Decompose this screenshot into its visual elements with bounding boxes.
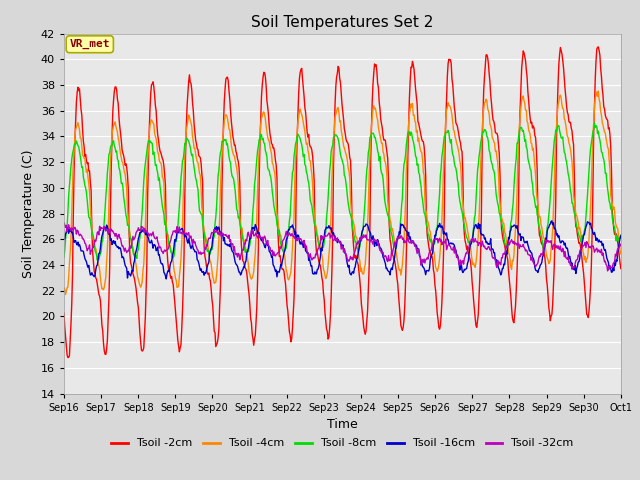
Line: Tsoil -4cm: Tsoil -4cm (64, 91, 621, 295)
Tsoil -2cm (128, 266, 136, 272)
Tsoil -16cm (70, 240, 78, 245)
Tsoil -32cm (604, 268, 611, 274)
Y-axis label: Soil Temperature (C): Soil Temperature (C) (22, 149, 35, 278)
Tsoil -16cm (617, 233, 625, 239)
Tsoil -8cm (128, 243, 136, 249)
Tsoil -16cm (60, 237, 68, 242)
Tsoil -16cm (163, 276, 170, 282)
Tsoil -32cm (214, 229, 221, 235)
Tsoil -16cm (548, 218, 556, 224)
Tsoil -4cm (71, 134, 79, 140)
Tsoil -32cm (426, 248, 434, 254)
Tsoil -4cm (214, 252, 222, 258)
Tsoil -8cm (428, 236, 435, 242)
Tsoil -2cm (64, 355, 72, 360)
Line: Tsoil -2cm: Tsoil -2cm (64, 47, 621, 358)
Tsoil -4cm (411, 118, 419, 124)
Tsoil -2cm (71, 139, 79, 144)
Tsoil -8cm (591, 120, 598, 126)
Tsoil -2cm (214, 335, 222, 340)
Tsoil -8cm (93, 257, 101, 263)
Tsoil -16cm (127, 270, 135, 276)
Tsoil -32cm (617, 241, 625, 247)
X-axis label: Time: Time (327, 418, 358, 431)
Line: Tsoil -16cm: Tsoil -16cm (64, 221, 621, 279)
Tsoil -2cm (411, 76, 419, 82)
Tsoil -2cm (185, 79, 193, 84)
Tsoil -32cm (127, 245, 135, 251)
Text: VR_met: VR_met (70, 39, 110, 49)
Tsoil -8cm (185, 138, 193, 144)
Tsoil -2cm (595, 44, 602, 50)
Tsoil -2cm (428, 254, 435, 260)
Tsoil -8cm (214, 172, 222, 178)
Tsoil -4cm (128, 242, 136, 248)
Tsoil -16cm (214, 225, 222, 230)
Legend: Tsoil -2cm, Tsoil -4cm, Tsoil -8cm, Tsoil -16cm, Tsoil -32cm: Tsoil -2cm, Tsoil -4cm, Tsoil -8cm, Tsoi… (107, 434, 578, 453)
Tsoil -8cm (617, 232, 625, 238)
Tsoil -32cm (70, 226, 78, 231)
Line: Tsoil -32cm: Tsoil -32cm (64, 223, 621, 271)
Tsoil -32cm (184, 230, 192, 236)
Tsoil -8cm (411, 147, 419, 153)
Tsoil -32cm (410, 240, 418, 246)
Title: Soil Temperatures Set 2: Soil Temperatures Set 2 (252, 15, 433, 30)
Tsoil -4cm (595, 88, 602, 94)
Tsoil -2cm (60, 310, 68, 316)
Tsoil -4cm (428, 236, 435, 241)
Tsoil -8cm (60, 254, 68, 260)
Tsoil -16cm (185, 236, 193, 242)
Tsoil -16cm (411, 241, 419, 247)
Tsoil -32cm (60, 220, 68, 226)
Tsoil -2cm (617, 266, 625, 272)
Tsoil -16cm (428, 253, 435, 259)
Tsoil -4cm (61, 292, 69, 298)
Line: Tsoil -8cm: Tsoil -8cm (64, 123, 621, 260)
Tsoil -4cm (60, 285, 68, 291)
Tsoil -8cm (70, 144, 78, 149)
Tsoil -4cm (617, 251, 625, 257)
Tsoil -4cm (185, 112, 193, 118)
